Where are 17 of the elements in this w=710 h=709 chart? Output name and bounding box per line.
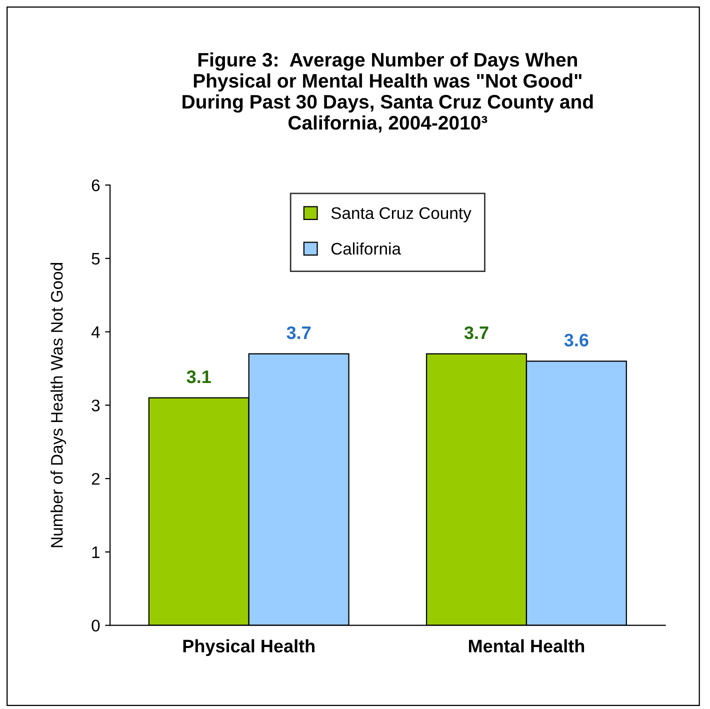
legend-label: Santa Cruz County <box>331 207 472 222</box>
y-tick-label: 1 <box>92 546 100 558</box>
x-tick-label: Physical Health <box>183 639 314 656</box>
data-label: 3.7 <box>286 326 311 340</box>
y-tick-label: 0 <box>92 620 100 632</box>
y-tick-label: 5 <box>92 253 100 265</box>
y-tick-label: 6 <box>92 179 100 192</box>
y-tick-label: 4 <box>91 326 100 338</box>
y-tick-label: 3 <box>92 400 100 412</box>
y-tick-label: 2 <box>92 472 100 485</box>
data-label: 3.1 <box>186 370 211 384</box>
data-label: 3.7 <box>464 326 488 340</box>
chart-title: Figure 3: Average Number of Days When Physical or Mental Health was "Not Good" During Past 30 Days, Santa Cruz County and California, 2004-2010³ <box>182 52 593 133</box>
y-axis-title: Number of Days Health Was Not Good <box>50 262 66 548</box>
data-label: 3.6 <box>564 334 588 347</box>
legend-label: California <box>331 242 401 255</box>
x-tick-label: Mental Health <box>468 639 584 652</box>
